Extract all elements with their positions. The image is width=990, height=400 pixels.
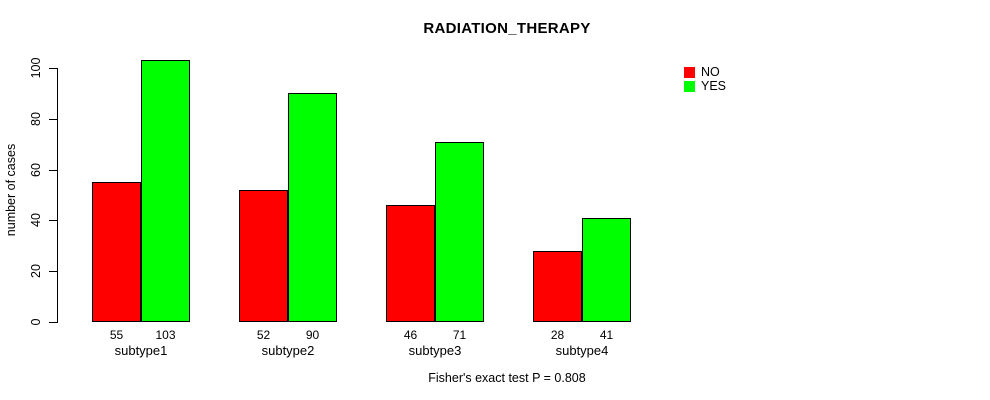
bar-yes-subtype3 (435, 142, 484, 322)
bar-value-label-yes-subtype3: 71 (452, 328, 467, 342)
y-tick-label: 80 (29, 112, 43, 126)
y-tick-mark (49, 68, 57, 69)
y-tick-label: 100 (29, 57, 43, 79)
y-tick-mark (49, 322, 57, 323)
legend-item-yes: YES (684, 80, 726, 92)
category-label-subtype3: subtype3 (408, 343, 462, 358)
legend-item-no: NO (684, 66, 726, 78)
y-axis-line (57, 68, 58, 323)
bar-value-label-no-subtype4: 28 (550, 328, 565, 342)
bar-yes-subtype4 (582, 218, 631, 322)
bar-value-label-no-subtype3: 46 (403, 328, 418, 342)
category-label-subtype1: subtype1 (114, 343, 168, 358)
y-tick-label: 20 (29, 264, 43, 278)
bar-value-label-no-subtype1: 55 (109, 328, 124, 342)
bar-no-subtype4 (533, 251, 582, 322)
bar-no-subtype3 (386, 205, 435, 322)
y-tick-label: 60 (29, 163, 43, 177)
legend-swatch-yes (684, 80, 695, 92)
y-tick-mark (49, 119, 57, 120)
bar-yes-subtype2 (288, 93, 337, 322)
bar-value-label-yes-subtype4: 41 (599, 328, 614, 342)
y-axis-label: number of cases (4, 143, 18, 237)
legend: NO YES (684, 66, 726, 94)
bar-value-label-yes-subtype2: 90 (305, 328, 320, 342)
category-label-subtype4: subtype4 (555, 343, 609, 358)
legend-label-yes: YES (701, 79, 727, 93)
chart-title: RADIATION_THERAPY (423, 20, 591, 37)
legend-swatch-no (684, 66, 695, 78)
y-tick-label: 40 (29, 213, 43, 227)
legend-label-no: NO (701, 65, 720, 79)
footnote: Fisher's exact test P = 0.808 (428, 371, 586, 385)
bar-value-label-no-subtype2: 52 (256, 328, 271, 342)
bar-value-label-yes-subtype1: 103 (155, 328, 176, 342)
category-label-subtype2: subtype2 (261, 343, 315, 358)
y-tick-mark (49, 170, 57, 171)
y-tick-mark (49, 271, 57, 272)
bar-no-subtype1 (92, 182, 141, 322)
bar-yes-subtype1 (141, 60, 190, 322)
y-tick-label: 0 (29, 318, 43, 326)
bar-no-subtype2 (239, 190, 288, 322)
y-tick-mark (49, 220, 57, 221)
